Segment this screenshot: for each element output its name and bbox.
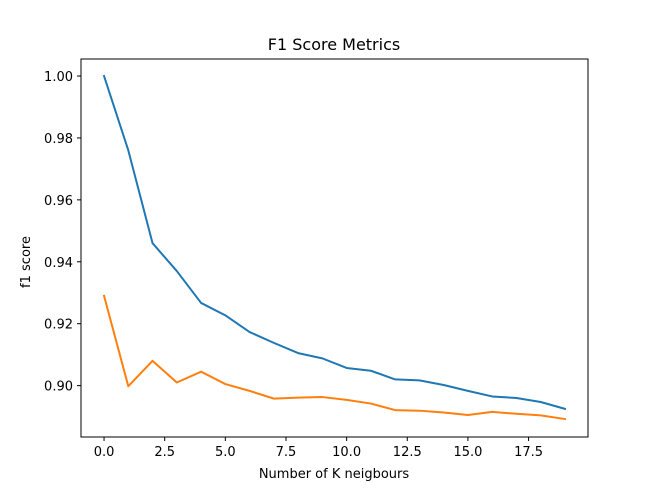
x-axis: 0.0 2.5 5.0 7.5 10.0 12.5 15.0 17.5 [94,437,543,460]
x-tick-label: 15.0 [453,445,482,460]
x-tick-label: 10.0 [332,445,361,460]
x-tick-label: 5.0 [215,445,236,460]
x-axis-label: Number of K neigbours [259,467,410,482]
x-tick-label: 7.5 [276,445,297,460]
plot-background [81,59,588,437]
x-tick-label: 12.5 [393,445,422,460]
series-layer [102,74,567,421]
y-tick-label: 1.00 [44,70,73,85]
x-tick-label: 2.5 [154,445,175,460]
y-tick-label: 0.94 [44,256,73,271]
y-tick-label: 0.90 [44,380,73,395]
plot-frame [80,58,589,438]
y-tick-label: 0.96 [44,194,73,209]
chart-title: F1 Score Metrics [268,35,400,54]
y-axis: 0.90 0.92 0.94 0.96 0.98 1.00 [44,70,81,395]
plot-area [80,58,589,438]
x-tick-label: 0.0 [94,445,115,460]
series-line-2 [102,294,567,421]
y-axis-label: f1 score [19,236,34,288]
x-tick-label: 17.5 [514,445,543,460]
y-tick-label: 0.92 [44,318,73,333]
y-tick-label: 0.98 [44,132,73,147]
series-line-1 [102,74,567,411]
